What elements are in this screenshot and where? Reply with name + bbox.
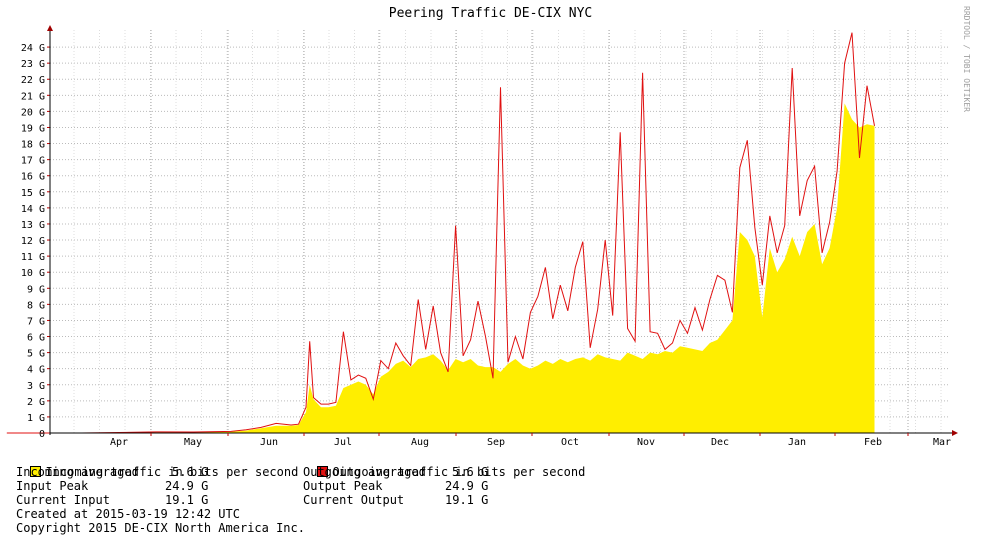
x-tick-label: Aug <box>411 437 429 448</box>
stat-input-peak-value: 24.9 G <box>165 479 209 493</box>
y-axis-arrow <box>47 25 53 31</box>
legend-incoming: Incoming traffic in bits per second <box>16 451 298 479</box>
legend-outgoing-label: Outgoing traffic in bits per second <box>332 465 586 479</box>
y-tick-label: 6 G <box>27 333 45 344</box>
y-tick-label: 3 G <box>27 381 45 392</box>
y-tick-label: 12 G <box>21 236 45 247</box>
y-tick-labels: 0 1 G 2 G 3 G 4 G 5 G 6 G 7 G 8 G 9 G 10 G 11 G 12 G… <box>21 43 45 440</box>
y-tick-label: 24 G <box>21 43 45 54</box>
y-tick-label: 5 G <box>27 349 45 360</box>
incoming-swatch <box>30 466 42 477</box>
x-tick-label: Jun <box>260 437 278 448</box>
y-tick-label: 14 G <box>21 204 45 215</box>
x-tick-label: Feb <box>864 437 882 448</box>
y-tick-label: 21 G <box>21 91 45 102</box>
y-tick-label: 0 <box>39 429 45 440</box>
y-tick-label: 19 G <box>21 123 45 134</box>
x-axis-arrow <box>952 430 958 436</box>
y-tick-label: 7 G <box>27 316 45 327</box>
y-tick-label: 11 G <box>21 252 45 263</box>
outgoing-line <box>6 32 875 434</box>
y-tick-label: 16 G <box>21 172 45 183</box>
legend-incoming-label: Incoming traffic in bits per second <box>45 465 299 479</box>
stat-input-peak-label: Input Peak <box>16 479 89 493</box>
y-tick-label: 4 G <box>27 365 45 376</box>
stat-outgoing-avg-label: Outgoing averaged <box>303 465 426 479</box>
y-tick-label: 22 G <box>21 75 45 86</box>
stat-current-input-value: 19.1 G <box>165 493 209 507</box>
x-tick-label: Jan <box>788 437 806 448</box>
y-tick-label: 9 G <box>27 284 45 295</box>
stat-incoming-avg-value: 5.6 G <box>172 465 209 479</box>
incoming-area-layer <box>6 103 875 434</box>
x-tick-label: Jul <box>334 437 352 448</box>
incoming-area <box>6 103 875 434</box>
x-tick-label: Oct <box>561 437 579 448</box>
stat-current-input-label: Current Input <box>16 493 110 507</box>
axes <box>47 25 958 436</box>
rrdtool-credit: RRDTOOL / TOBI OETIKER <box>962 6 971 112</box>
x-tick-label: Sep <box>487 437 505 448</box>
legend-outgoing: Outgoing traffic in bits per second <box>303 451 585 479</box>
chart-title: Peering Traffic DE-CIX NYC <box>388 6 593 21</box>
stat-output-peak-label: Output Peak <box>303 479 383 493</box>
outgoing-line-layer <box>6 32 875 434</box>
x-tick-label: Apr <box>110 437 128 448</box>
copyright-notice: Copyright 2015 DE-CIX North America Inc. <box>16 521 305 535</box>
outgoing-swatch <box>317 466 329 477</box>
y-tick-label: 23 G <box>21 59 45 70</box>
x-tick-labels: Apr May Jun Jul Aug Sep Oct Nov Dec Jan Feb Mar <box>110 437 951 448</box>
created-timestamp: Created at 2015-03-19 12:42 UTC <box>16 507 240 521</box>
stat-outgoing-avg-value: 5.6 G <box>452 465 489 479</box>
y-tick-label: 8 G <box>27 300 45 311</box>
x-tick-label: Dec <box>711 437 729 448</box>
x-tick-label: May <box>184 437 202 448</box>
x-tick-label: Mar <box>933 437 951 448</box>
stat-output-peak-value: 24.9 G <box>445 479 489 493</box>
stat-current-output-value: 19.1 G <box>445 493 489 507</box>
y-tick-label: 13 G <box>21 220 45 231</box>
stat-incoming-avg-label: Incoming averaged <box>16 465 139 479</box>
y-tick-label: 20 G <box>21 107 45 118</box>
y-tick-label: 15 G <box>21 188 45 199</box>
y-tick-label: 18 G <box>21 140 45 151</box>
x-tick-label: Nov <box>637 437 655 448</box>
y-tick-label: 1 G <box>27 413 45 424</box>
y-tick-label: 2 G <box>27 397 45 408</box>
y-tick-label: 10 G <box>21 268 45 279</box>
y-tick-label: 17 G <box>21 156 45 167</box>
stat-current-output-label: Current Output <box>303 493 405 507</box>
